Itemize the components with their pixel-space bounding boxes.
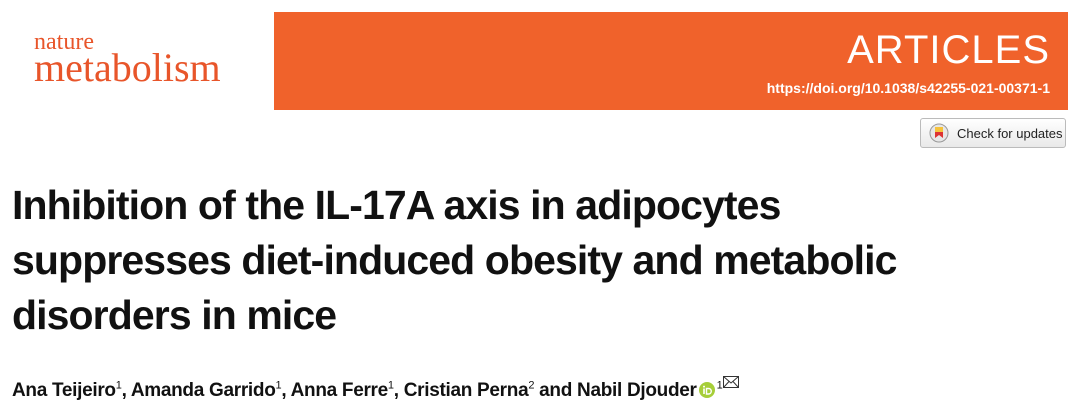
author-list: Ana Teijeiro1, Amanda Garrido1, Anna Fer…: [12, 376, 740, 402]
author-affiliation: 1: [115, 379, 122, 392]
author-affiliation: 1: [716, 379, 723, 392]
author-separator: ,: [393, 380, 404, 401]
author-separator: ,: [281, 380, 291, 401]
article-title: Inhibition of the IL-17A axis in adipocy…: [12, 178, 897, 343]
author-name[interactable]: Amanda Garrido: [130, 380, 276, 401]
title-line: Inhibition of the IL-17A axis in adipocy…: [12, 182, 781, 228]
journal-name-small: nature: [34, 29, 94, 55]
title-line: disorders in mice: [12, 292, 337, 338]
author-name[interactable]: Cristian Perna: [403, 380, 529, 401]
author-affiliation: 2: [528, 379, 535, 392]
section-label: ARTICLES: [847, 28, 1050, 72]
author-separator: and: [534, 380, 578, 401]
author-name[interactable]: Nabil Djouder: [577, 380, 697, 401]
author-separator: ,: [121, 380, 131, 401]
journal-banner: nature metabolism ARTICLES https://doi.o…: [12, 12, 1068, 110]
orcid-icon[interactable]: [698, 382, 715, 398]
check-updates-label: Check for updates: [957, 125, 1063, 141]
author-affiliation: 1: [387, 379, 394, 392]
author-affiliation: 1: [275, 379, 282, 392]
author-name[interactable]: Ana Teijeiro: [12, 380, 116, 401]
author-name[interactable]: Anna Ferre: [290, 380, 389, 401]
journal-logo[interactable]: nature metabolism: [12, 12, 274, 110]
title-line: suppresses diet-induced obesity and meta…: [12, 237, 897, 283]
email-icon[interactable]: [723, 376, 740, 388]
journal-name-large: metabolism: [34, 45, 221, 90]
crossmark-icon: [929, 123, 949, 143]
doi-link[interactable]: https://doi.org/10.1038/s42255-021-00371…: [766, 80, 1050, 96]
check-updates-button[interactable]: Check for updates: [920, 118, 1066, 148]
